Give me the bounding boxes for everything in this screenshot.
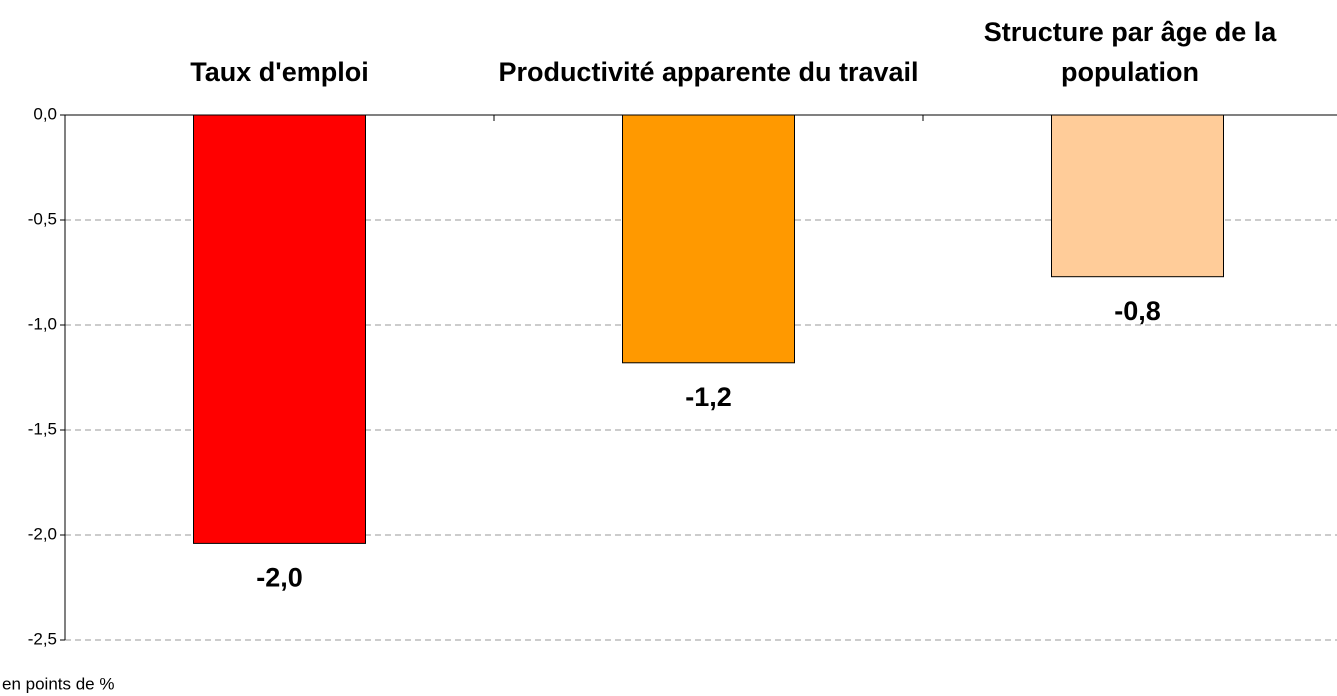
y-tick-label: -1,5 — [28, 419, 57, 438]
y-tick-label: 0,0 — [33, 104, 57, 123]
y-tick-label: -2,0 — [28, 524, 57, 543]
category-label: Productivité apparente du travail — [498, 57, 919, 87]
bar — [193, 114, 366, 544]
bar — [622, 114, 795, 364]
y-tick-label: -1,0 — [28, 314, 57, 333]
bar — [1051, 114, 1224, 278]
data-label: -1,2 — [685, 382, 732, 412]
data-label: -2,0 — [256, 563, 303, 593]
category-label: Taux d'emploi — [190, 57, 369, 87]
note: en points de % — [2, 674, 114, 693]
y-tick-label: -0,5 — [28, 209, 57, 228]
y-tick-label: -2,5 — [28, 629, 57, 648]
data-label: -0,8 — [1114, 296, 1161, 326]
category-label: Structure par âge de la population — [983, 17, 1277, 87]
